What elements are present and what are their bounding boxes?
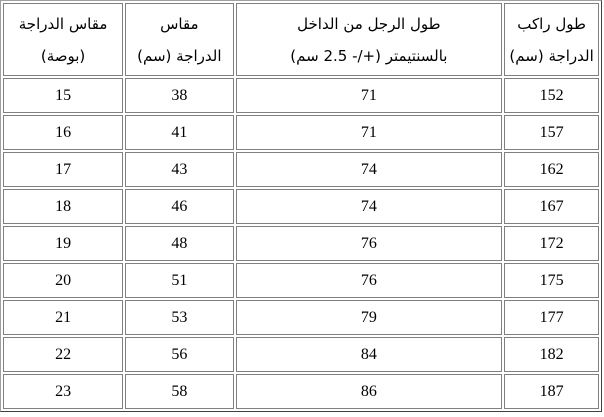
inseam-cell: 71 (235, 78, 503, 113)
inseam-cell: 74 (235, 152, 503, 187)
rider-height-cell: 187 (504, 374, 599, 409)
frame-cm-cell: 48 (125, 226, 234, 261)
header-rider-height: طول راكب الدراجة (سم) (504, 3, 599, 76)
inseam-cell: 71 (235, 115, 503, 150)
rider-height-cell: 152 (504, 78, 599, 113)
rider-height-cell: 167 (504, 189, 599, 224)
frame-inch-cell: 22 (3, 337, 124, 372)
frame-inch-cell: 23 (3, 374, 124, 409)
frame-cm-cell: 38 (125, 78, 234, 113)
header-inseam: طول الرجل من الداخل بالسنتيمتر (+/- 2.5 س… (235, 3, 503, 76)
header-frame-inch: مقاس الدراجة (بوصة) (3, 3, 124, 76)
table-row: 152 71 38 15 (3, 78, 599, 113)
rider-height-cell: 162 (504, 152, 599, 187)
inseam-cell: 76 (235, 263, 503, 298)
inseam-cell: 76 (235, 226, 503, 261)
frame-inch-cell: 16 (3, 115, 124, 150)
table-row: 172 76 48 19 (3, 226, 599, 261)
rider-height-cell: 157 (504, 115, 599, 150)
table-row: 182 84 56 22 (3, 337, 599, 372)
frame-cm-cell: 43 (125, 152, 234, 187)
table-row: 167 74 46 18 (3, 189, 599, 224)
inseam-cell: 86 (235, 374, 503, 409)
frame-inch-cell: 19 (3, 226, 124, 261)
inseam-cell: 84 (235, 337, 503, 372)
table-row: 177 79 53 21 (3, 300, 599, 335)
table-row: 175 76 51 20 (3, 263, 599, 298)
frame-cm-cell: 53 (125, 300, 234, 335)
header-row: طول راكب الدراجة (سم) طول الرجل من الداخل… (3, 3, 599, 76)
frame-inch-cell: 17 (3, 152, 124, 187)
frame-cm-cell: 41 (125, 115, 234, 150)
rider-height-cell: 182 (504, 337, 599, 372)
inseam-cell: 79 (235, 300, 503, 335)
inseam-cell: 74 (235, 189, 503, 224)
frame-inch-cell: 15 (3, 78, 124, 113)
frame-inch-cell: 18 (3, 189, 124, 224)
frame-cm-cell: 58 (125, 374, 234, 409)
header-frame-cm: مقاس الدراجة (سم) (125, 3, 234, 76)
rider-height-cell: 175 (504, 263, 599, 298)
table-row: 187 86 58 23 (3, 374, 599, 409)
table-row: 157 71 41 16 (3, 115, 599, 150)
frame-inch-cell: 20 (3, 263, 124, 298)
rider-height-cell: 172 (504, 226, 599, 261)
frame-cm-cell: 56 (125, 337, 234, 372)
rider-height-cell: 177 (504, 300, 599, 335)
frame-cm-cell: 46 (125, 189, 234, 224)
frame-inch-cell: 21 (3, 300, 124, 335)
frame-cm-cell: 51 (125, 263, 234, 298)
table-row: 162 74 43 17 (3, 152, 599, 187)
